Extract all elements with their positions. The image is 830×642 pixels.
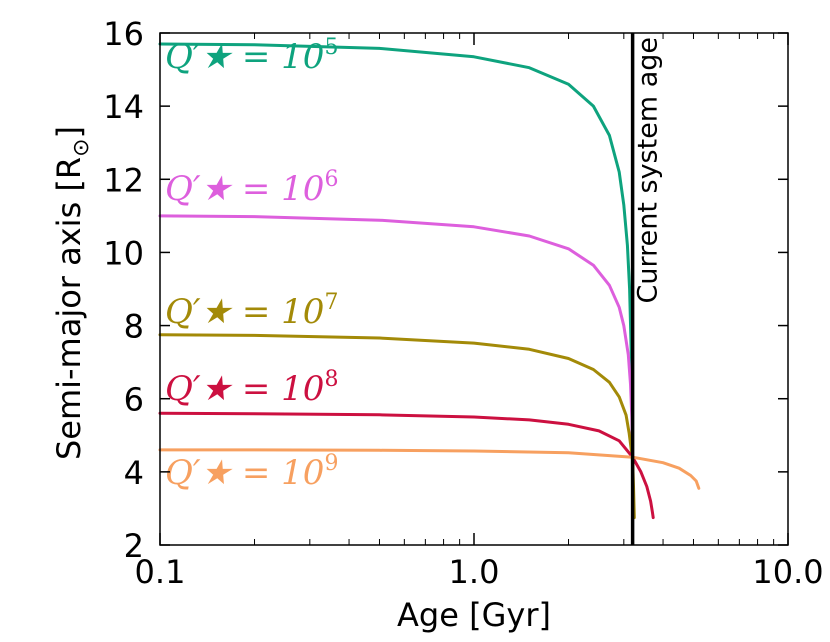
- series-layer: [158, 42, 701, 521]
- series-label-base: Q′★ = 10: [165, 369, 324, 409]
- series-line-6: [158, 214, 635, 459]
- series-label-5: Q′★ = 105: [165, 35, 338, 77]
- y-tick-label: 8: [124, 308, 144, 346]
- series-label-6: Q′★ = 106: [165, 167, 338, 209]
- series-label-exponent: 7: [324, 290, 338, 315]
- series-label-base: Q′★ = 10: [165, 37, 324, 77]
- series-label-exponent: 5: [324, 35, 338, 60]
- x-tick-label: 1.0: [449, 553, 500, 591]
- series-label-8: Q′★ = 108: [165, 367, 338, 409]
- series-label-base: Q′★ = 10: [165, 169, 324, 209]
- series-line-5: [158, 42, 635, 521]
- series-label-9: Q′★ = 109: [165, 451, 338, 493]
- y-tick-label: 10: [103, 234, 144, 272]
- y-axis-label-main: Semi-major axis [R: [50, 157, 88, 460]
- y-tick-label: 12: [103, 161, 144, 199]
- series-label-exponent: 9: [324, 451, 338, 476]
- series-label-exponent: 8: [324, 367, 338, 392]
- y-tick-label: 2: [124, 527, 144, 565]
- ticks-layer: 2 4 6 8 10 12 14 16 0.1 1.0 10.0: [103, 15, 823, 591]
- series-label-7: Q′★ = 107: [165, 290, 338, 332]
- current-system-age-label: Current system age: [633, 37, 664, 303]
- series-label-exponent: 6: [324, 167, 338, 192]
- x-tick-label: 0.1: [135, 553, 186, 591]
- series-label-base: Q′★ = 10: [165, 453, 324, 493]
- x-axis-label: Age [Gyr]: [397, 596, 551, 634]
- series-label-base: Q′★ = 10: [165, 292, 324, 332]
- y-tick-label: 16: [103, 15, 144, 53]
- y-tick-label: 6: [124, 381, 144, 419]
- y-axis-label: Semi-major axis [R⊙]: [50, 126, 94, 460]
- series-line-8: [158, 411, 655, 520]
- y-tick-label: 4: [124, 454, 144, 492]
- y-tick-label: 14: [103, 88, 144, 126]
- y-axis-label-sub: ⊙: [69, 138, 94, 156]
- y-axis-label-close: ]: [50, 126, 88, 138]
- x-tick-label: 10.0: [752, 553, 823, 591]
